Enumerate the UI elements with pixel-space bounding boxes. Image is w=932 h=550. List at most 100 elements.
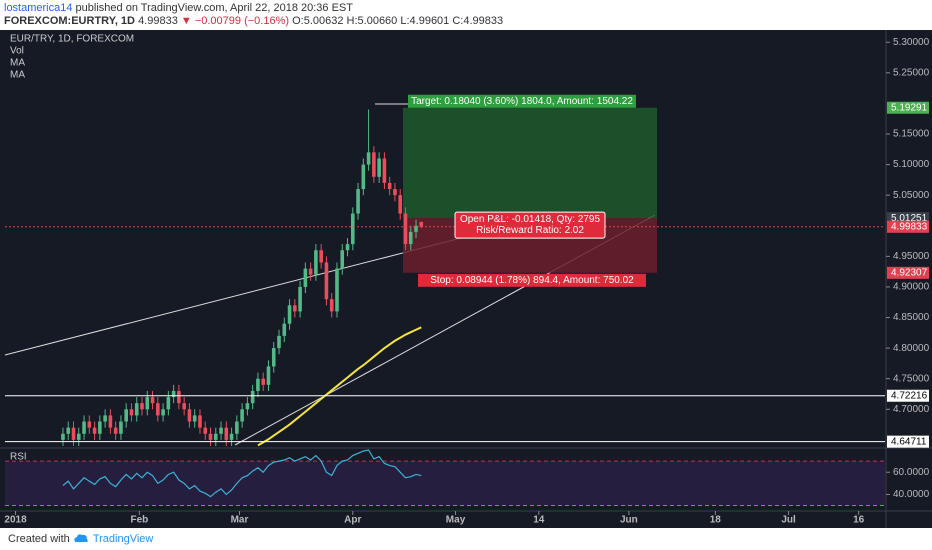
candle-body <box>308 268 313 275</box>
price-tag-label: 5.01251 <box>891 213 928 224</box>
candle-body <box>124 409 128 422</box>
y-tick-label: 5.30000 <box>893 37 930 48</box>
candle-body <box>61 433 65 440</box>
candle-body <box>129 409 134 416</box>
candle-body <box>182 403 186 410</box>
candle-body <box>177 390 181 404</box>
rsi-line <box>62 449 422 498</box>
y-tick-label: 4.80000 <box>893 343 930 354</box>
y-tick-label: 4.75000 <box>893 373 930 384</box>
x-tick-label: 18 <box>710 515 722 526</box>
last: 4.99833 <box>138 15 178 27</box>
chart: EUR/TRY, 1D, FOREXCOM Vol MA MA RSI 4.70… <box>0 30 932 528</box>
target-label-box <box>408 94 636 108</box>
candle-body <box>192 415 197 422</box>
candle-body <box>119 421 123 434</box>
open: O:5.00632 <box>292 15 344 27</box>
price-tag <box>887 389 929 402</box>
close: C:4.99833 <box>452 15 504 27</box>
legend-item: MA <box>10 58 25 69</box>
candle-body <box>198 415 202 428</box>
candle-body <box>166 397 171 410</box>
legend-item: Vol <box>10 46 24 57</box>
publish-line: lostamerica14 published on TradingView.c… <box>4 2 503 15</box>
candle-body <box>219 427 223 434</box>
moving-average <box>257 326 422 447</box>
candle-body <box>408 231 413 245</box>
y-tick-label: 4.70000 <box>893 404 930 415</box>
candle-body <box>393 189 397 196</box>
y-tick-label: 4.90000 <box>893 282 930 293</box>
footer: Created with TradingView <box>8 532 153 545</box>
stop-label: Stop: 0.08944 (1.78%) 894.4, Amount: 750… <box>430 275 634 286</box>
candle-body <box>208 433 213 440</box>
candle-body <box>319 250 323 263</box>
candle-body <box>224 427 229 440</box>
candle-body <box>387 182 392 190</box>
quote-line: FOREXCOM:EURTRY, 1D 4.99833 ▼ −0.00799 (… <box>4 15 503 28</box>
price-tag-label: 4.72216 <box>891 390 928 401</box>
candle-body <box>282 323 287 336</box>
username[interactable]: lostamerica14 <box>4 2 73 14</box>
candle-body <box>134 403 139 416</box>
candle-body <box>140 403 144 410</box>
candle-body <box>266 366 271 385</box>
high: H:5.00660 <box>346 15 398 27</box>
y-tick-label: 5.25000 <box>893 67 930 78</box>
candle-body <box>66 427 71 434</box>
x-tick-label: Jun <box>620 515 638 526</box>
candle-body <box>366 152 371 165</box>
price-tag <box>887 435 929 448</box>
change: ▼ −0.00799 (−0.16%) <box>180 15 290 27</box>
candle-body <box>261 378 266 385</box>
candle-body <box>356 189 360 214</box>
x-tick-label: 14 <box>533 515 545 526</box>
low: L:4.99601 <box>400 15 450 27</box>
symbol: FOREXCOM:EURTRY, 1D <box>4 15 135 27</box>
candle-body <box>403 213 408 245</box>
candle-body <box>113 427 118 434</box>
candle-body <box>92 427 97 434</box>
target-label: Target: 0.18040 (3.60%) 1804.0, Amount: … <box>411 96 633 107</box>
rsi-tick-label: 40.0000 <box>893 489 930 500</box>
candle-body <box>240 409 244 422</box>
candle-body <box>156 403 160 416</box>
header: lostamerica14 published on TradingView.c… <box>4 2 503 28</box>
candle-body <box>256 378 260 391</box>
brand[interactable]: TradingView <box>92 533 154 545</box>
x-tick-label: 16 <box>853 515 865 526</box>
stop-label-box <box>418 273 646 287</box>
x-tick-label: Feb <box>130 515 148 526</box>
price-tag <box>887 220 929 233</box>
candle-body <box>213 433 218 440</box>
published: published on TradingView.com, April 22, … <box>75 2 353 14</box>
candle-body <box>235 421 239 434</box>
price-tag-label: 4.64711 <box>891 436 927 447</box>
candle-body <box>345 244 350 251</box>
legend-item: MA <box>10 70 25 81</box>
candle-body <box>229 433 234 440</box>
rsi-title: RSI <box>10 452 27 463</box>
y-tick-label: 5.05000 <box>893 190 930 201</box>
price-tag-label: 5.19291 <box>891 102 928 113</box>
pnl-box <box>454 211 606 239</box>
logo <box>74 534 88 542</box>
y-tick-label: 5.15000 <box>893 129 930 140</box>
candle-body <box>277 335 281 349</box>
x-tick-label: May <box>446 515 466 526</box>
rsi-band <box>5 461 885 506</box>
price-tag <box>887 266 929 279</box>
candle-body <box>314 250 318 275</box>
candle-body <box>329 299 334 312</box>
price-tag <box>887 101 929 114</box>
candle-body <box>71 427 76 440</box>
rr-label: Risk/Reward Ratio: 2.02 <box>476 225 584 236</box>
created-with: Created with <box>8 533 70 545</box>
price-tag-label: 4.92307 <box>891 267 928 278</box>
candle-body <box>98 421 102 434</box>
trend-line <box>4 236 466 356</box>
candle-body <box>271 348 276 367</box>
candle-body <box>303 268 308 287</box>
candle-body <box>335 268 339 312</box>
